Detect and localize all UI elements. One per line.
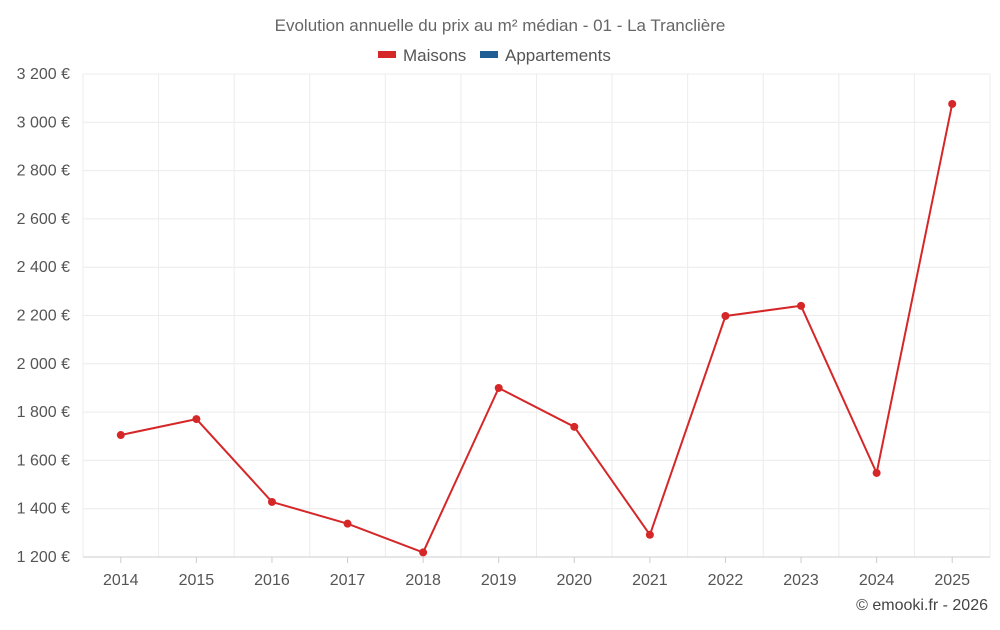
data-point[interactable] bbox=[721, 311, 730, 320]
data-point[interactable] bbox=[267, 497, 276, 506]
y-tick-label: 2 400 € bbox=[17, 259, 70, 276]
x-tick-label: 2023 bbox=[783, 572, 819, 589]
legend-label: Appartements bbox=[505, 46, 611, 65]
x-tick-label: 2022 bbox=[708, 572, 744, 589]
data-point[interactable] bbox=[872, 468, 881, 477]
y-tick-label: 2 000 € bbox=[17, 356, 70, 373]
x-tick-label: 2017 bbox=[330, 572, 366, 589]
legend-swatch bbox=[378, 51, 396, 58]
x-tick-label: 2021 bbox=[632, 572, 668, 589]
y-tick-label: 1 800 € bbox=[17, 404, 70, 421]
legend[interactable]: Maisons Appartements bbox=[378, 46, 611, 65]
y-tick-label: 1 400 € bbox=[17, 501, 70, 518]
data-point[interactable] bbox=[192, 415, 201, 424]
x-tick-label: 2015 bbox=[179, 572, 215, 589]
y-tick-label: 1 600 € bbox=[17, 452, 70, 469]
y-tick-label: 2 800 € bbox=[17, 163, 70, 180]
axes: 1 200 € 1 400 € 1 600 € 1 800 € 2 000 € 2 200… bbox=[17, 66, 990, 589]
chart-title: Evolution annuelle du prix au m² médian … bbox=[275, 16, 726, 35]
y-tick-label: 1 200 € bbox=[17, 549, 70, 566]
legend-item-maisons[interactable]: Maisons bbox=[378, 46, 466, 65]
legend-label: Maisons bbox=[403, 46, 466, 65]
x-tick-label: 2020 bbox=[556, 572, 592, 589]
y-tick-label: 3 200 € bbox=[17, 66, 70, 83]
data-point[interactable] bbox=[116, 431, 125, 440]
data-point[interactable] bbox=[948, 99, 957, 108]
x-tick-label: 2024 bbox=[859, 572, 895, 589]
legend-item-appartements[interactable]: Appartements bbox=[480, 46, 611, 65]
data-point[interactable] bbox=[645, 530, 654, 539]
x-tick-label: 2019 bbox=[481, 572, 517, 589]
y-tick-label: 2 200 € bbox=[17, 308, 70, 325]
y-tick-label: 2 600 € bbox=[17, 211, 70, 228]
credit-text: © emooki.fr - 2026 bbox=[856, 597, 988, 614]
x-tick-label: 2025 bbox=[934, 572, 970, 589]
data-point[interactable] bbox=[494, 383, 503, 392]
data-point[interactable] bbox=[797, 301, 806, 310]
series bbox=[116, 99, 957, 557]
data-point[interactable] bbox=[419, 548, 428, 557]
data-point[interactable] bbox=[570, 422, 579, 431]
y-tick-label: 3 000 € bbox=[17, 114, 70, 131]
series-line-maisons bbox=[120, 103, 954, 554]
data-point[interactable] bbox=[343, 519, 352, 528]
x-tick-label: 2016 bbox=[254, 572, 290, 589]
x-tick-label: 2014 bbox=[103, 572, 139, 589]
grid bbox=[82, 73, 991, 558]
legend-swatch bbox=[480, 51, 498, 58]
x-tick-label: 2018 bbox=[405, 572, 441, 589]
